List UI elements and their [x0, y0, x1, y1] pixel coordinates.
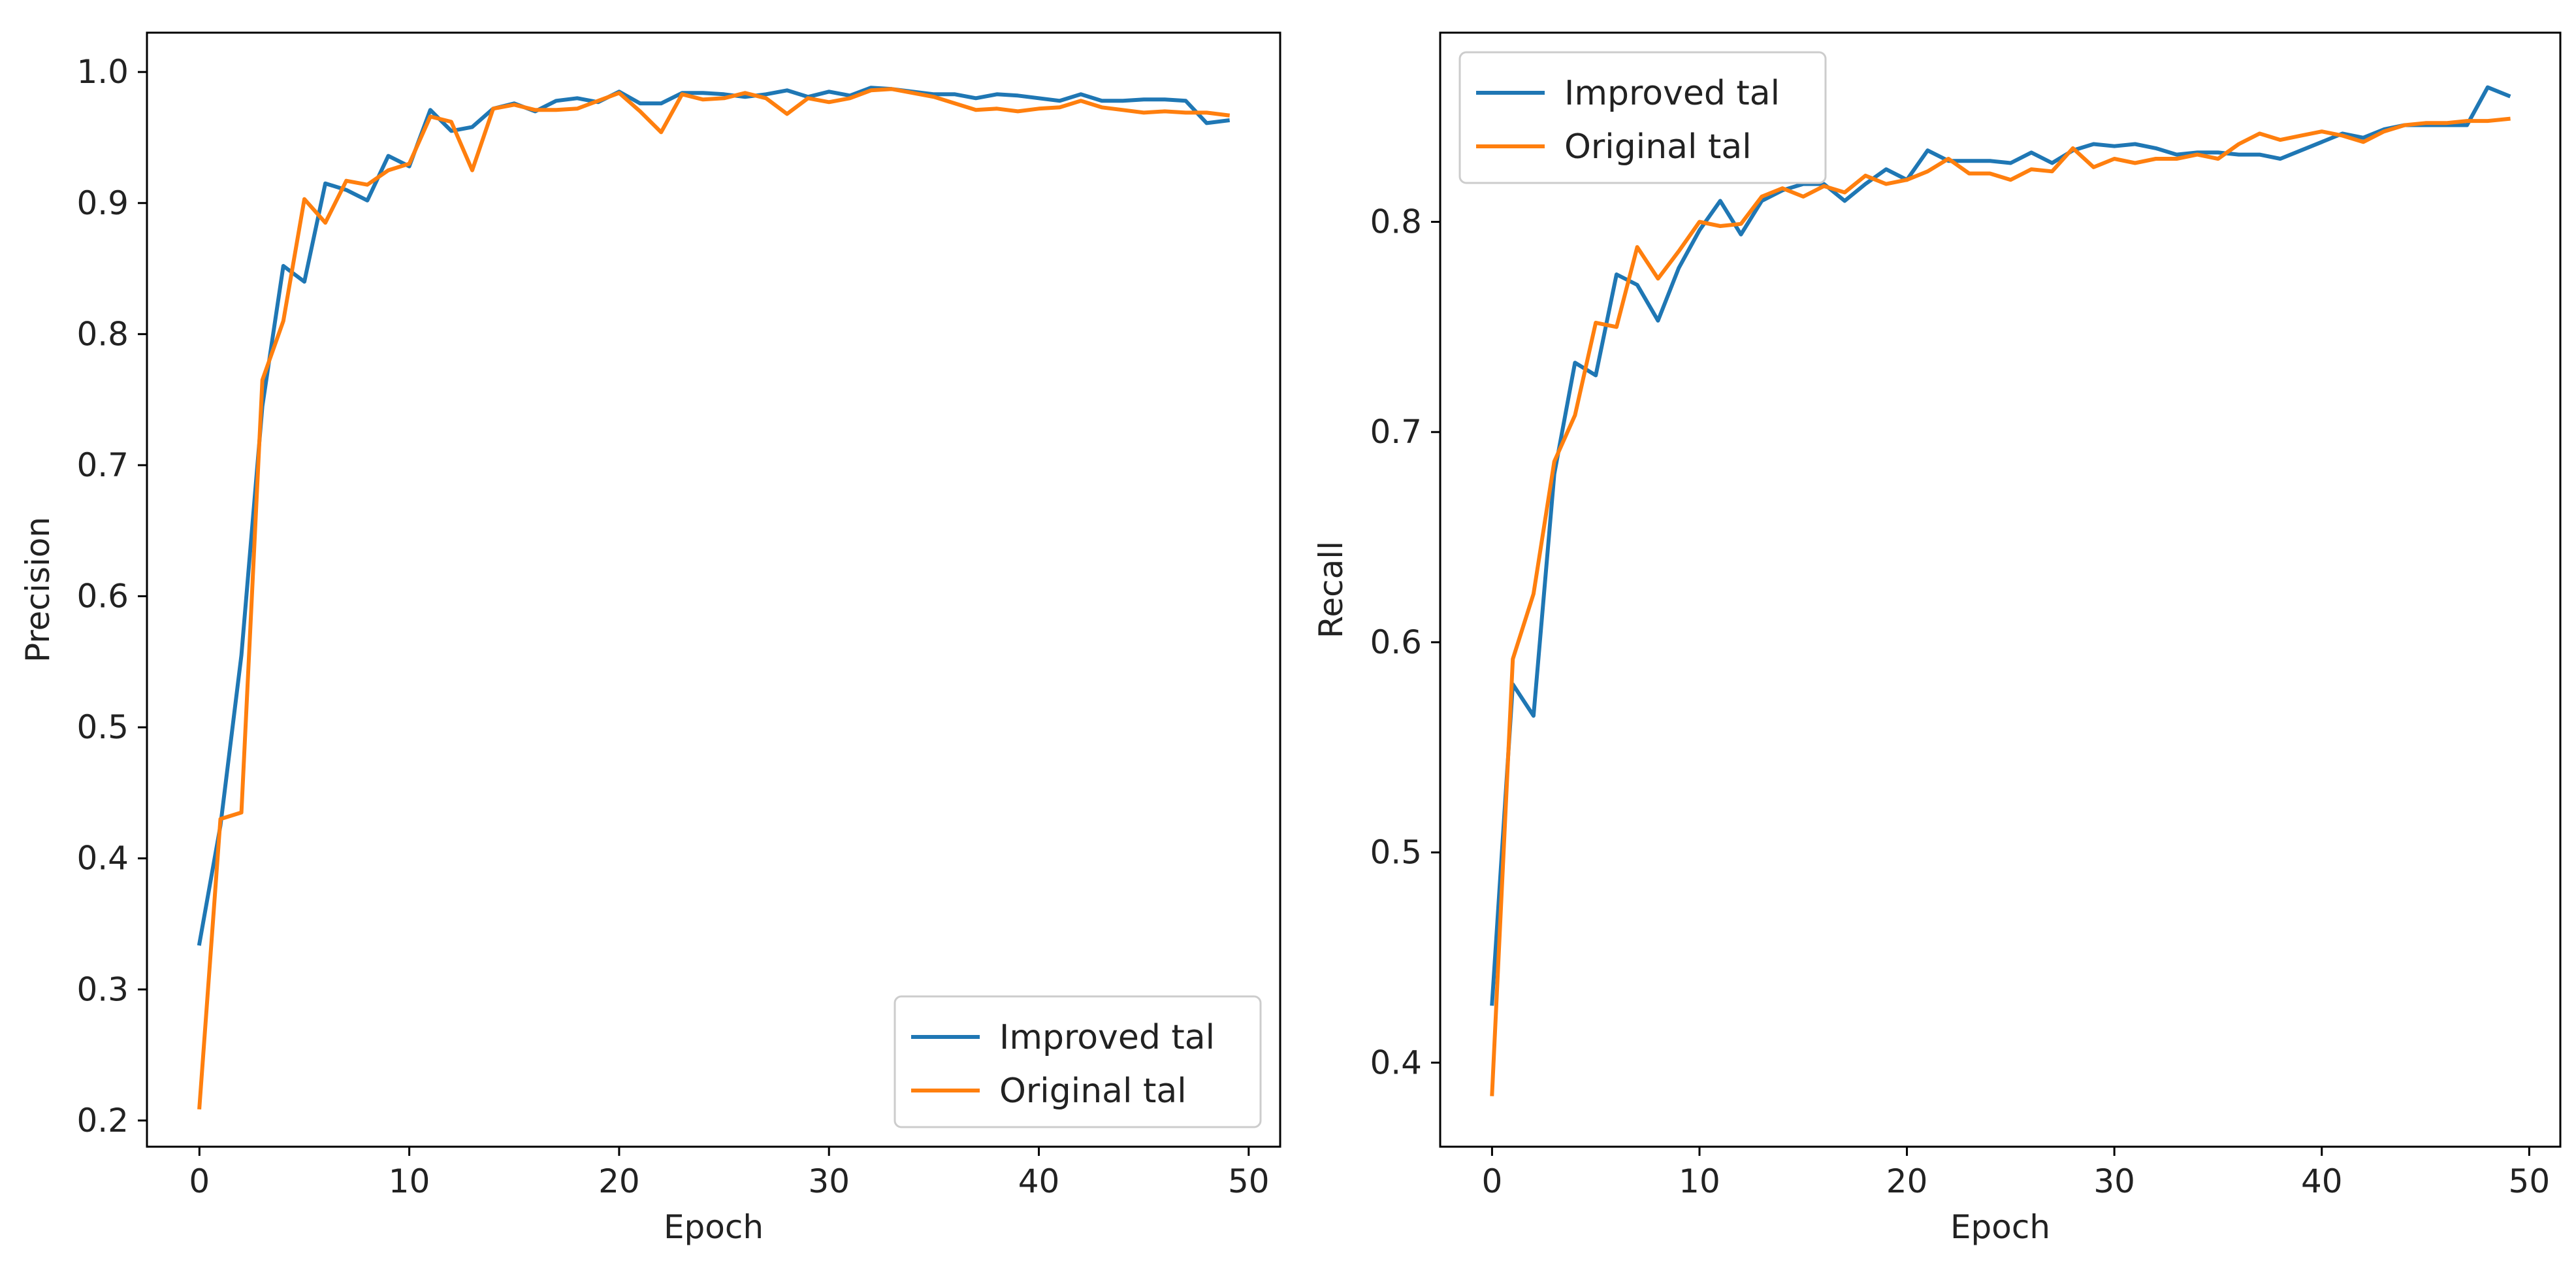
x-tick-label: 50 — [2509, 1162, 2551, 1200]
series-line-original-tal — [1490, 116, 2511, 1096]
x-tick-label: 40 — [2301, 1162, 2343, 1200]
legend-label: Improved tal — [999, 1018, 1215, 1057]
x-tick-label: 30 — [2093, 1162, 2135, 1200]
x-tick-label: 20 — [1886, 1162, 1928, 1200]
y-tick-label: 0.8 — [1370, 203, 1422, 241]
legend-label: Improved tal — [1564, 74, 1780, 113]
y-tick-label: 0.8 — [76, 315, 129, 353]
y-tick-label: 0.7 — [1370, 413, 1422, 451]
series-line-original-tal — [197, 87, 1231, 1110]
x-axis-label: Epoch — [1950, 1208, 2050, 1246]
y-axis-label: Precision — [19, 517, 57, 663]
legend-box — [1458, 51, 1827, 184]
legend-box — [894, 995, 1262, 1128]
axes-frame — [146, 31, 1281, 1148]
x-tick-label: 0 — [1481, 1162, 1502, 1200]
chart-panel-2: 0 10 20 30 40 50 0.4 0.5 0.6 0.7 0.8 Epoch Recall Imp… — [1312, 31, 2562, 1246]
x-axis-label: Epoch — [664, 1208, 764, 1246]
legend: Improved tal Original tal — [1458, 51, 1827, 184]
x-tick-label: 0 — [189, 1162, 210, 1200]
legend: Improved tal Original tal — [894, 995, 1262, 1128]
legend-label: Original tal — [1564, 127, 1752, 167]
y-tick-label: 0.6 — [76, 578, 129, 615]
y-tick-label: 0.6 — [1370, 623, 1422, 661]
x-tick-label: 30 — [808, 1162, 850, 1200]
y-tick-label: 0.2 — [76, 1102, 129, 1140]
y-tick-label: 0.4 — [76, 840, 129, 878]
axes-frame — [1439, 31, 2562, 1148]
y-axis-label: Recall — [1312, 541, 1350, 638]
y-tick-label: 0.5 — [1370, 834, 1422, 872]
y-tick-label: 0.9 — [76, 184, 129, 222]
y-tick-label: 0.7 — [76, 446, 129, 484]
y-tick-label: 1.0 — [76, 53, 129, 91]
x-tick-label: 20 — [598, 1162, 640, 1200]
chart-panel-1: 0 10 20 30 40 50 0.2 0.3 0.4 0.5 0.6 0.7 0.8 0.9 1.0 Ep… — [19, 31, 1281, 1246]
x-tick-label: 10 — [389, 1162, 430, 1200]
series-line-improved-tal — [1490, 85, 2511, 1006]
x-tick-label: 10 — [1679, 1162, 1720, 1200]
x-tick-label: 40 — [1018, 1162, 1060, 1200]
y-tick-label: 0.5 — [76, 708, 129, 746]
series-line-improved-tal — [197, 86, 1231, 946]
y-tick-label: 0.4 — [1370, 1043, 1422, 1081]
x-tick-label: 50 — [1228, 1162, 1270, 1200]
y-tick-label: 0.3 — [76, 970, 129, 1008]
legend-label: Original tal — [999, 1072, 1187, 1111]
